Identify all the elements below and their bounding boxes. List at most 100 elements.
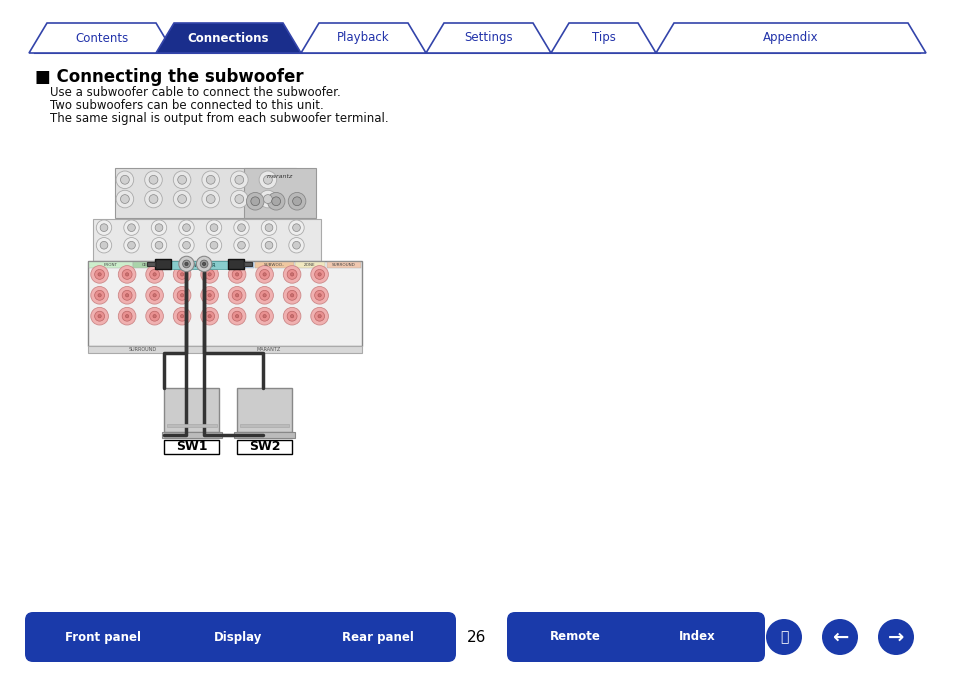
FancyBboxPatch shape: [294, 262, 325, 269]
Text: Playback: Playback: [336, 32, 390, 44]
Circle shape: [149, 176, 158, 184]
Circle shape: [261, 238, 276, 253]
Circle shape: [98, 273, 101, 276]
Text: 🏠: 🏠: [779, 630, 787, 644]
Text: FRONT: FRONT: [104, 263, 117, 267]
Text: Appendix: Appendix: [762, 32, 818, 44]
Circle shape: [210, 242, 217, 249]
Circle shape: [96, 238, 112, 253]
Circle shape: [177, 176, 186, 184]
Circle shape: [290, 273, 294, 276]
Circle shape: [152, 238, 167, 253]
Circle shape: [178, 256, 194, 272]
Circle shape: [150, 290, 159, 300]
Circle shape: [232, 311, 242, 321]
Circle shape: [259, 290, 270, 300]
FancyBboxPatch shape: [506, 612, 642, 662]
Circle shape: [206, 176, 214, 184]
Circle shape: [228, 266, 246, 283]
Circle shape: [205, 269, 214, 279]
Circle shape: [177, 290, 187, 300]
Circle shape: [317, 273, 321, 276]
Circle shape: [234, 176, 243, 184]
Circle shape: [125, 314, 129, 318]
Circle shape: [263, 293, 266, 297]
Circle shape: [182, 224, 191, 232]
Circle shape: [293, 224, 300, 232]
Circle shape: [173, 266, 191, 283]
Circle shape: [228, 308, 246, 325]
Text: Connections: Connections: [188, 32, 269, 44]
Circle shape: [173, 190, 191, 208]
Circle shape: [231, 190, 248, 208]
Circle shape: [267, 192, 285, 210]
Circle shape: [200, 308, 218, 325]
Text: SUBWOOFER: SUBWOOFER: [184, 262, 215, 268]
Circle shape: [235, 273, 238, 276]
Circle shape: [94, 269, 105, 279]
Circle shape: [877, 619, 913, 655]
Circle shape: [287, 311, 296, 321]
Text: 26: 26: [467, 629, 486, 645]
Text: SURROUND: SURROUND: [177, 263, 201, 267]
Circle shape: [124, 238, 139, 253]
FancyBboxPatch shape: [92, 219, 321, 260]
FancyBboxPatch shape: [213, 262, 253, 269]
Circle shape: [265, 224, 273, 232]
Circle shape: [314, 269, 324, 279]
Circle shape: [293, 197, 301, 206]
Circle shape: [125, 293, 129, 297]
Circle shape: [208, 273, 211, 276]
Text: Use a subwoofer cable to connect the subwoofer.: Use a subwoofer cable to connect the sub…: [50, 86, 340, 99]
Circle shape: [314, 311, 324, 321]
FancyBboxPatch shape: [164, 261, 235, 269]
Circle shape: [155, 242, 163, 249]
Circle shape: [155, 224, 163, 232]
FancyBboxPatch shape: [160, 612, 315, 662]
Circle shape: [124, 220, 139, 236]
FancyBboxPatch shape: [88, 346, 362, 353]
FancyBboxPatch shape: [133, 262, 166, 269]
FancyBboxPatch shape: [234, 432, 294, 437]
Circle shape: [283, 266, 300, 283]
Circle shape: [210, 224, 217, 232]
Circle shape: [205, 311, 214, 321]
FancyBboxPatch shape: [255, 262, 294, 269]
FancyBboxPatch shape: [299, 612, 456, 662]
FancyBboxPatch shape: [244, 262, 252, 266]
Circle shape: [96, 220, 112, 236]
FancyBboxPatch shape: [327, 262, 360, 269]
Circle shape: [232, 269, 242, 279]
Circle shape: [234, 194, 243, 203]
Circle shape: [98, 293, 101, 297]
Circle shape: [152, 314, 156, 318]
Circle shape: [116, 171, 133, 188]
Circle shape: [173, 287, 191, 304]
Circle shape: [263, 273, 266, 276]
Circle shape: [208, 314, 211, 318]
Circle shape: [100, 242, 108, 249]
Circle shape: [233, 238, 249, 253]
Circle shape: [765, 619, 801, 655]
Circle shape: [206, 220, 221, 236]
Text: SUBWOO..: SUBWOO..: [264, 263, 285, 267]
Circle shape: [231, 171, 248, 188]
Circle shape: [289, 238, 304, 253]
Circle shape: [173, 308, 191, 325]
Circle shape: [91, 287, 109, 304]
Circle shape: [237, 224, 245, 232]
Circle shape: [246, 192, 264, 210]
Text: SW1: SW1: [176, 440, 208, 454]
Circle shape: [272, 197, 280, 206]
FancyBboxPatch shape: [237, 440, 292, 454]
Circle shape: [145, 190, 162, 208]
Text: Remote: Remote: [549, 631, 599, 643]
Circle shape: [202, 190, 219, 208]
Circle shape: [177, 311, 187, 321]
Circle shape: [200, 260, 208, 268]
Circle shape: [185, 262, 188, 266]
Circle shape: [146, 266, 163, 283]
Circle shape: [290, 293, 294, 297]
Circle shape: [177, 194, 186, 203]
Circle shape: [255, 266, 274, 283]
